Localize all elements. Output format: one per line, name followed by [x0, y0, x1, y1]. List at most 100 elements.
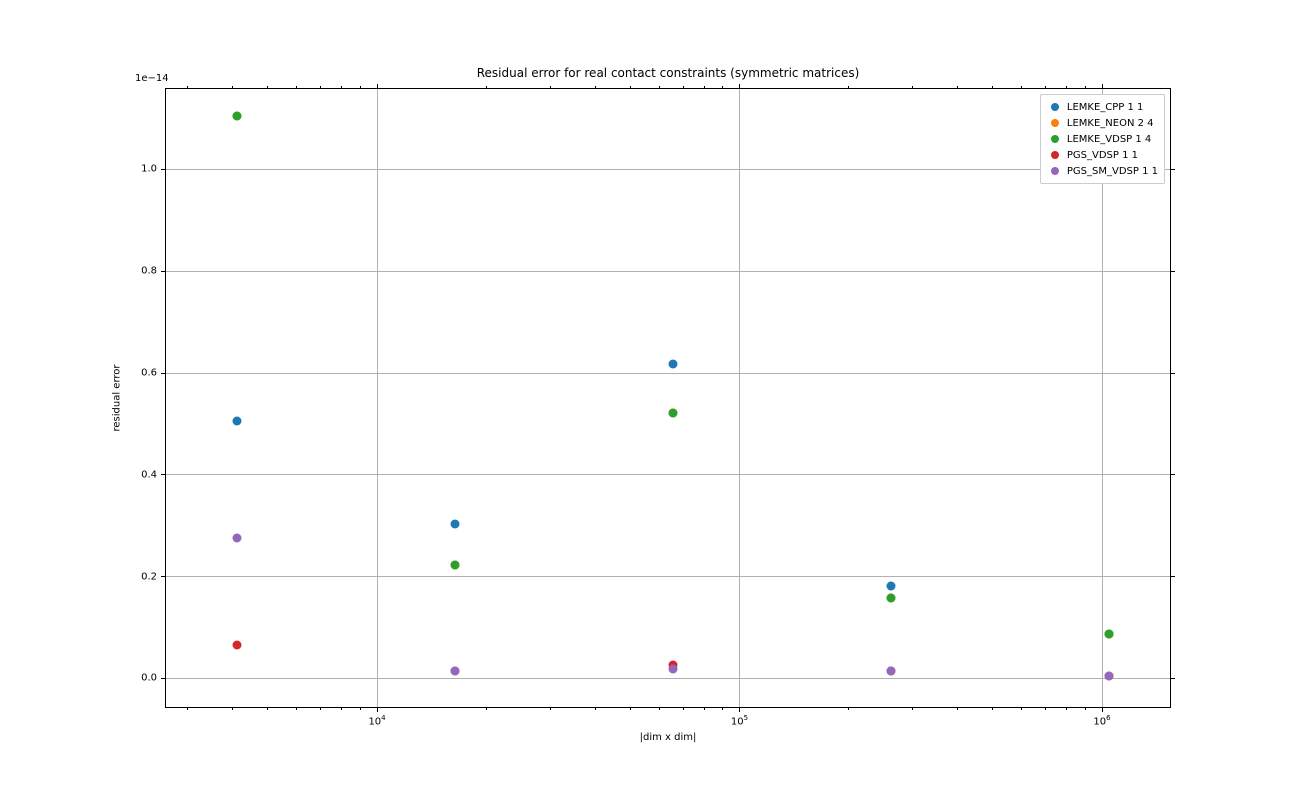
y-tick [161, 169, 165, 170]
x-minor-tick [683, 708, 684, 710]
x-minor-tick [296, 708, 297, 710]
x-minor-tick [595, 708, 596, 710]
x-minor-tick [1066, 708, 1067, 710]
chart-title: Residual error for real contact constrai… [477, 66, 860, 80]
y-tick-label: 0.8 [141, 266, 157, 277]
grid-line-horizontal [165, 271, 1171, 272]
legend-label: LEMKE_NEON 2 4 [1067, 118, 1154, 129]
legend-marker-icon [1051, 103, 1059, 111]
x-tick-label: 104 [368, 714, 385, 727]
x-minor-tick [296, 86, 297, 88]
x-minor-tick [912, 86, 913, 88]
x-minor-tick [630, 708, 631, 710]
x-tick [739, 708, 740, 712]
legend-item: PGS_SM_VDSP 1 1 [1047, 163, 1158, 179]
scatter-point [232, 533, 241, 542]
y-tick-label: 0.6 [141, 368, 157, 379]
scatter-point [1105, 630, 1114, 639]
y-axis-offset-text: 1e−14 [135, 73, 169, 84]
x-minor-tick [360, 86, 361, 88]
scatter-point [669, 359, 678, 368]
legend-label: LEMKE_CPP 1 1 [1067, 102, 1144, 113]
legend-item: LEMKE_NEON 2 4 [1047, 115, 1158, 131]
x-minor-tick [267, 708, 268, 710]
x-minor-tick [659, 708, 660, 710]
legend-marker-icon [1051, 167, 1059, 175]
x-tick-label: 106 [1093, 714, 1110, 727]
scatter-point [669, 665, 678, 674]
y-tick-label: 1.0 [141, 164, 157, 175]
figure: 1041051060.00.20.40.60.81.01e−14|dim x d… [0, 0, 1300, 800]
legend-label: PGS_SM_VDSP 1 1 [1067, 166, 1158, 177]
x-minor-tick [232, 708, 233, 710]
x-minor-tick [683, 86, 684, 88]
x-minor-tick [1045, 708, 1046, 710]
x-minor-tick [341, 708, 342, 710]
x-tick [1102, 84, 1103, 88]
scatter-point [669, 409, 678, 418]
x-tick [739, 84, 740, 88]
grid-line-horizontal [165, 373, 1171, 374]
spine-right [1170, 88, 1171, 708]
x-minor-tick [320, 708, 321, 710]
legend-marker-icon [1051, 151, 1059, 159]
legend: LEMKE_CPP 1 1 LEMKE_NEON 2 4 LEMKE_VDSP 1 … [1040, 94, 1165, 184]
x-minor-tick [1085, 708, 1086, 710]
scatter-point [887, 582, 896, 591]
scatter-point [450, 667, 459, 676]
x-minor-tick [1066, 86, 1067, 88]
y-tick [1171, 373, 1175, 374]
legend-label: PGS_VDSP 1 1 [1067, 150, 1138, 161]
x-minor-tick [1085, 86, 1086, 88]
x-minor-tick [550, 86, 551, 88]
y-tick [161, 474, 165, 475]
y-tick-label: 0.4 [141, 469, 157, 480]
y-tick [161, 373, 165, 374]
x-minor-tick [722, 86, 723, 88]
y-tick [161, 271, 165, 272]
x-minor-tick [1045, 86, 1046, 88]
scatter-point [450, 519, 459, 528]
x-minor-tick [267, 86, 268, 88]
y-tick [161, 576, 165, 577]
x-minor-tick [360, 708, 361, 710]
y-tick [1171, 169, 1175, 170]
x-minor-tick [187, 708, 188, 710]
y-tick [1171, 474, 1175, 475]
x-minor-tick [595, 86, 596, 88]
legend-label: LEMKE_VDSP 1 4 [1067, 134, 1151, 145]
scatter-point [887, 667, 896, 676]
x-minor-tick [550, 708, 551, 710]
x-minor-tick [848, 708, 849, 710]
y-axis-label: residual error [112, 364, 123, 431]
x-axis-label: |dim x dim| [640, 732, 697, 743]
grid-line-vertical [739, 88, 740, 708]
x-minor-tick [341, 86, 342, 88]
spine-left [165, 88, 166, 708]
x-minor-tick [722, 708, 723, 710]
legend-item: LEMKE_CPP 1 1 [1047, 99, 1158, 115]
x-minor-tick [992, 86, 993, 88]
x-minor-tick [187, 86, 188, 88]
grid-line-horizontal [165, 169, 1171, 170]
x-tick [1102, 708, 1103, 712]
scatter-point [887, 594, 896, 603]
x-minor-tick [486, 86, 487, 88]
legend-item: PGS_VDSP 1 1 [1047, 147, 1158, 163]
grid-line-horizontal [165, 474, 1171, 475]
legend-item: LEMKE_VDSP 1 4 [1047, 131, 1158, 147]
x-tick [377, 84, 378, 88]
x-minor-tick [659, 86, 660, 88]
x-minor-tick [1021, 708, 1022, 710]
x-minor-tick [232, 86, 233, 88]
x-minor-tick [630, 86, 631, 88]
spine-top [165, 88, 1171, 89]
y-tick [1171, 678, 1175, 679]
x-minor-tick [486, 708, 487, 710]
y-tick [1171, 271, 1175, 272]
x-minor-tick [320, 86, 321, 88]
x-minor-tick [704, 86, 705, 88]
grid-line-vertical [377, 88, 378, 708]
y-tick [1171, 576, 1175, 577]
y-tick [161, 678, 165, 679]
